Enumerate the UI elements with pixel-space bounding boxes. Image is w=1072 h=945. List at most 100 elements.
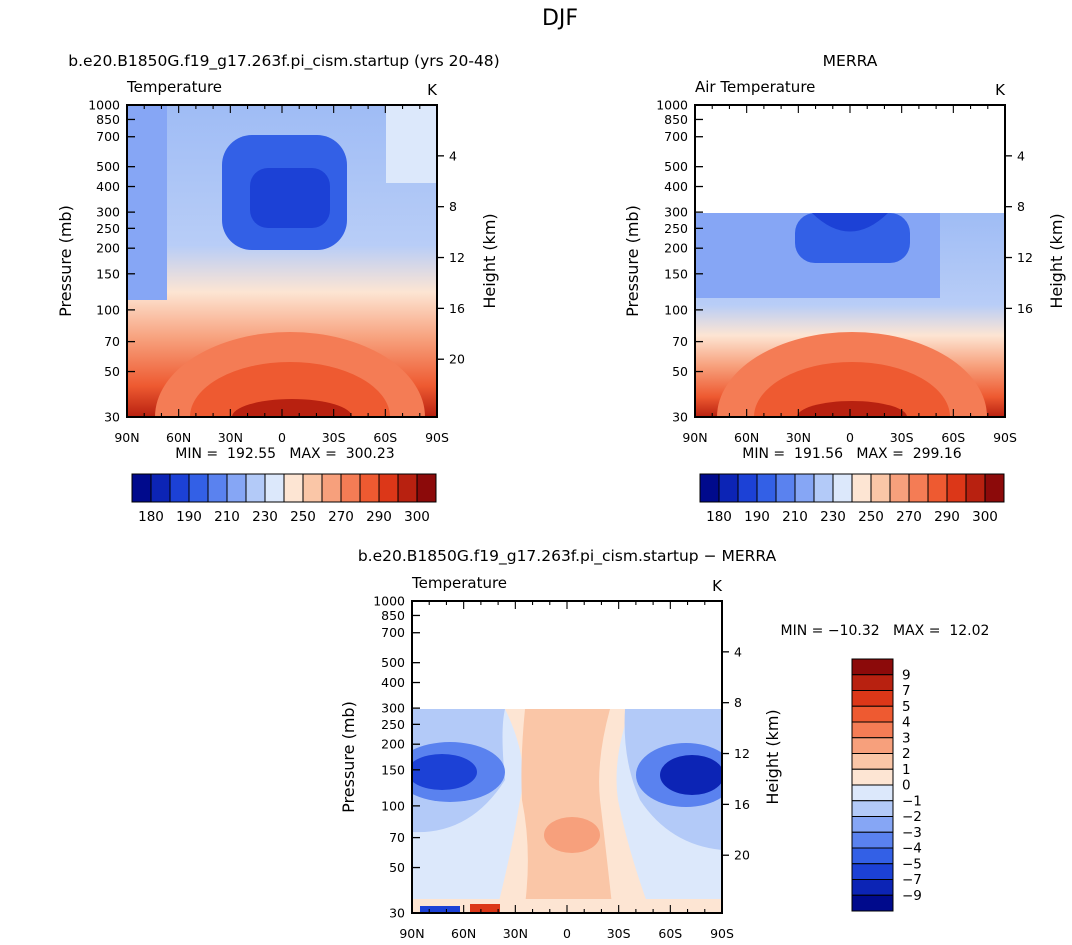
colorbar-label: 3 — [902, 730, 911, 746]
colorbar-swatch — [169, 473, 190, 503]
colorbar-swatch — [851, 737, 894, 754]
panel2-stats: MIN = 191.56 MAX = 299.16 — [742, 446, 962, 462]
colorbar-swatch — [851, 800, 894, 817]
colorbar-swatch — [340, 473, 361, 503]
colorbar-label: 300 — [404, 509, 430, 525]
colorbar-swatch — [965, 473, 986, 503]
x-tick-label: 30N — [218, 430, 243, 445]
colorbar-swatch — [150, 473, 171, 503]
colorbar-swatch — [226, 473, 247, 503]
panel2-x-axis: 90N 60N 30N 0 30S 60S 90S — [682, 105, 1017, 445]
colorbar-swatch — [851, 831, 894, 849]
colorbar-label: 210 — [214, 509, 240, 525]
colorbar-label: 290 — [366, 509, 392, 525]
y-tick-label: 150 — [96, 266, 120, 281]
colorbar-swatch — [207, 473, 228, 503]
y-tick-label: 30 — [389, 906, 405, 921]
panel1-y-axis-right: 20 16 12 8 4 — [437, 148, 465, 367]
panel2-y-axis-right: 16 12 8 4 — [1005, 148, 1033, 316]
colorbar-label: 4 — [902, 715, 911, 731]
colorbar-swatch — [851, 784, 894, 802]
colorbar-swatch — [321, 473, 342, 503]
colorbar-swatch — [245, 473, 266, 503]
colorbar-swatch — [851, 894, 894, 912]
colorbar-label: 210 — [782, 509, 808, 525]
y-tick-label: 500 — [381, 655, 405, 670]
panel1-stats: MIN = 192.55 MAX = 300.23 — [175, 446, 394, 462]
panel1-contour-warm-mid — [190, 362, 390, 417]
colorbar-swatch — [416, 473, 437, 503]
colorbar-swatch — [359, 473, 380, 503]
y-right-tick-label: 4 — [1017, 148, 1025, 163]
colorbar-label: 5 — [902, 699, 911, 715]
x-tick-label: 0 — [278, 430, 286, 445]
colorbar-swatch — [302, 473, 323, 503]
colorbar-swatch — [397, 473, 418, 503]
panel2-ylabel: Pressure (mb) — [623, 205, 642, 317]
colorbar-swatch — [131, 473, 152, 503]
x-tick-label: 30S — [890, 430, 914, 445]
panel2-contour-tropopause — [795, 213, 910, 263]
y-tick-label: 250 — [96, 221, 120, 236]
panel1-contour-warm-core — [232, 399, 352, 417]
panel1-contour-polar-summer — [386, 105, 437, 183]
y-tick-label: 200 — [96, 241, 120, 256]
colorbar-label: 230 — [252, 509, 278, 525]
figure-title: DJF — [542, 6, 578, 31]
colorbar-swatch — [984, 473, 1005, 503]
y-tick-label: 50 — [672, 364, 688, 379]
x-tick-label: 60S — [941, 430, 965, 445]
colorbar-swatch — [851, 674, 894, 691]
panel3-contour-surface-warm-spot — [470, 904, 500, 913]
x-tick-label: 60N — [734, 430, 759, 445]
y-tick-label: 70 — [389, 830, 405, 845]
y-tick-label: 850 — [96, 112, 120, 127]
y-tick-label: 70 — [672, 334, 688, 349]
x-tick-label: 90S — [993, 430, 1017, 445]
colorbar-swatch — [870, 473, 891, 503]
y-tick-label: 700 — [381, 625, 405, 640]
colorbar-label: 0 — [902, 778, 911, 794]
panel1-ylabel-right: Height (km) — [480, 213, 499, 308]
panel-difference: b.e20.B1850G.f19_g17.263f.pi_cism.startu… — [339, 547, 989, 941]
panel1-title: b.e20.B1850G.f19_g17.263f.pi_cism.startu… — [68, 52, 499, 71]
panel3-contour-positive-core — [544, 817, 600, 853]
panel3-variable-label: Temperature — [411, 574, 507, 592]
colorbar-label: −2 — [902, 809, 922, 825]
panel3-contour-negative-left-core — [412, 754, 477, 790]
x-tick-label: 60N — [451, 926, 476, 941]
colorbar-swatch — [851, 753, 894, 770]
panel3-ylabel-right: Height (km) — [763, 709, 782, 804]
colorbar-swatch — [378, 473, 399, 503]
colorbar-swatch — [851, 863, 894, 880]
colorbar-label: 250 — [290, 509, 316, 525]
colorbar-swatch — [832, 473, 853, 503]
y-tick-label: 100 — [96, 302, 120, 317]
x-tick-label: 90S — [425, 430, 449, 445]
x-tick-label: 90S — [710, 926, 734, 941]
y-tick-label: 700 — [664, 129, 688, 144]
colorbar-swatch — [188, 473, 209, 503]
y-tick-label: 300 — [664, 205, 688, 220]
colorbar-swatch — [794, 473, 815, 503]
y-tick-label: 400 — [381, 675, 405, 690]
colorbar-label: −5 — [902, 856, 922, 872]
panel1-ylabel: Pressure (mb) — [56, 205, 75, 317]
panel-model: b.e20.B1850G.f19_g17.263f.pi_cism.startu… — [56, 52, 500, 525]
colorbar-swatch — [851, 721, 894, 739]
y-right-tick-label: 20 — [449, 352, 465, 367]
x-tick-label: 0 — [846, 430, 854, 445]
y-right-tick-label: 20 — [734, 848, 750, 863]
y-tick-label: 70 — [104, 334, 120, 349]
colorbar-label: 180 — [138, 509, 164, 525]
colorbar-swatch — [889, 473, 910, 503]
panel2-units: K — [995, 81, 1006, 99]
y-right-tick-label: 8 — [449, 199, 457, 214]
y-right-tick-label: 12 — [449, 250, 465, 265]
y-right-tick-label: 12 — [734, 746, 750, 761]
x-tick-label: 90N — [114, 430, 139, 445]
